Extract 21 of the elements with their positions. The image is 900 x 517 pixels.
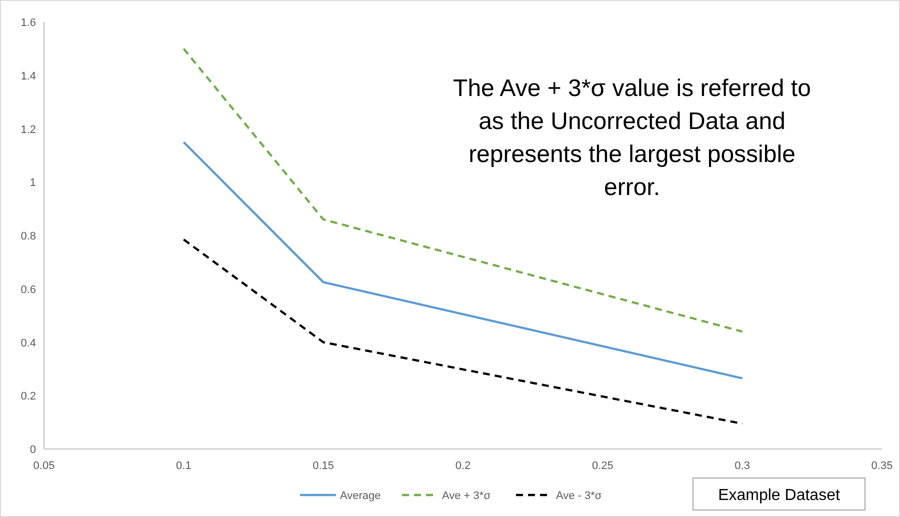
- y-tick-label: 0.2: [20, 390, 36, 403]
- y-tick-label: 0.4: [20, 337, 36, 350]
- x-tick-label: 0.15: [312, 460, 334, 472]
- text: Example Dataset: [718, 487, 840, 504]
- annotation: The Ave + 3*σ value is referred to as the Uncorrected Data and represents the largest possible error.: [453, 75, 811, 201]
- x-tick-label: 0.2: [455, 460, 471, 472]
- x-tick-label: 0.35: [871, 460, 893, 472]
- y-tick-label: 1.6: [20, 17, 36, 29]
- y-tick-label: 1.2: [20, 124, 36, 136]
- x-tick-label: 0.25: [592, 460, 614, 472]
- x-tick-label: 0.3: [734, 460, 750, 472]
- x-tick-label: 0.05: [33, 460, 55, 472]
- y-tick-label: 0.8: [20, 230, 36, 242]
- y-tick-label: 0.6: [20, 284, 36, 296]
- legend-label: Ave + 3*σ: [442, 490, 491, 502]
- legend-label: Ave - 3*σ: [556, 490, 602, 502]
- legend-label: Average: [340, 490, 381, 502]
- y-tick-label: 0: [30, 444, 36, 456]
- y-tick-label: 1.4: [20, 70, 36, 82]
- y-tick-label: 1: [30, 177, 36, 190]
- x-tick-label: 0.1: [176, 460, 192, 472]
